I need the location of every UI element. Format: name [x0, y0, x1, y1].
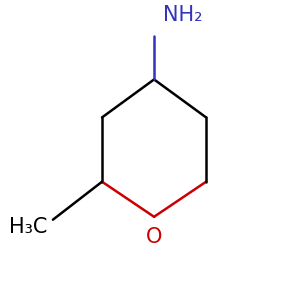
Text: O: O	[146, 227, 162, 247]
Text: NH₂: NH₂	[163, 5, 203, 26]
Text: H₃C: H₃C	[9, 217, 47, 237]
